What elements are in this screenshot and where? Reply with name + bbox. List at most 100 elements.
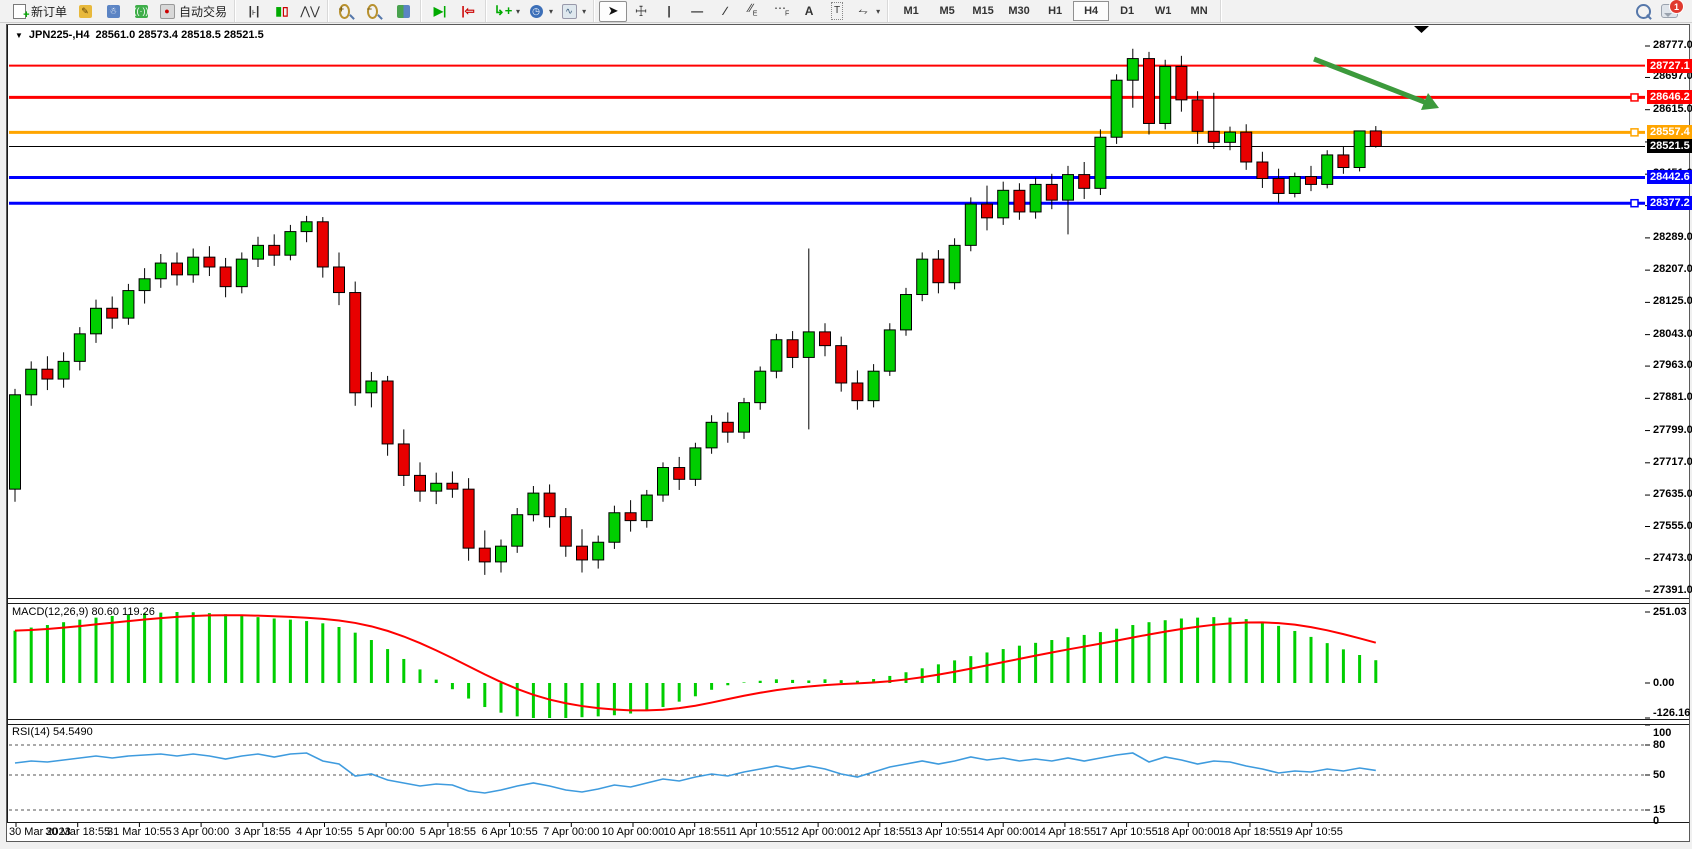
text-button[interactable]: A <box>795 1 823 22</box>
price-tick-label: 27799.0 <box>1653 423 1692 436</box>
toolbar-group-1: |˫| ▮▯ ⋀⋁ <box>237 0 329 22</box>
text-label-button[interactable]: T <box>823 1 851 22</box>
timeframe-m15-button[interactable]: M15 <box>972 5 994 17</box>
notifications-icon[interactable]: 1 <box>1661 0 1684 18</box>
search-icon[interactable] <box>1636 3 1651 19</box>
trendline-icon: ∕ <box>724 4 727 18</box>
rsi-axis-label: 100 <box>1653 727 1672 739</box>
zoom-in-button[interactable]: + <box>333 1 361 22</box>
annotations-layer <box>1313 26 1439 110</box>
periods-icon: ◷ <box>528 3 544 19</box>
chart-shift-icon: |⇦ <box>461 4 475 18</box>
price-tick-label: 27391.0 <box>1653 584 1692 596</box>
toolbar-group-4: ↳+ ▾ ◷ ▾ ∿ ▾ <box>488 0 595 22</box>
new-order-label: 新订单 <box>31 4 68 19</box>
metaeditor-button[interactable]: ✎ <box>71 1 99 22</box>
timeframe-h4-button[interactable]: H4 <box>1073 1 1110 21</box>
price-tick-label: 27555.0 <box>1653 519 1692 532</box>
price-tick-label: 27473.0 <box>1653 551 1692 564</box>
timeframe-m1-button[interactable]: M1 <box>903 5 919 17</box>
periods-button[interactable]: ◷ ▾ <box>524 1 557 22</box>
time-axis-label: 6 Apr 10:55 <box>481 826 538 838</box>
equidistant-channel-icon: ∕∕E <box>748 0 758 18</box>
chevron-down-icon: ▾ <box>549 6 554 16</box>
time-axis-label: 10 Apr 00:00 <box>601 826 665 838</box>
time-axis-label: 12 Apr 18:55 <box>848 826 911 838</box>
trendline-button[interactable]: ∕ <box>711 1 739 22</box>
timeframe-m5-button[interactable]: M5 <box>939 5 955 17</box>
timeframe-group: M1 M5 M15 M30 H1 H4 D1 W1 MN <box>890 0 1222 22</box>
axis-ticks-layer <box>15 45 1650 827</box>
price-tick-label: 27881.0 <box>1653 391 1692 404</box>
panel-separator-rsi[interactable] <box>7 719 1689 725</box>
price-tick-label: 27635.0 <box>1653 488 1692 501</box>
crosshair-button[interactable]: ☩ <box>627 1 655 22</box>
price-line-tag: 28727.1 <box>1647 58 1692 73</box>
time-axis-label: 3 Apr 18:55 <box>234 826 291 838</box>
timeframe-d1-button[interactable]: D1 <box>1120 5 1135 17</box>
price-tick-label: 28207.0 <box>1653 263 1692 276</box>
auto-scroll-button[interactable]: ▶| <box>426 1 454 22</box>
vertical-line-icon: | <box>667 4 671 18</box>
time-axis-label: 14 Apr 18:55 <box>1033 826 1097 838</box>
horizontal-line-button[interactable]: — <box>683 1 711 22</box>
macd-axis-min: -126.16 <box>1653 707 1691 719</box>
signals-icon: ((·)) <box>133 4 149 18</box>
time-axis-label: 5 Apr 18:55 <box>419 826 477 838</box>
chart-bars-button[interactable]: |˫| <box>240 1 268 22</box>
symbol-dropdown-icon[interactable]: ▼ <box>15 30 23 40</box>
time-axis-label: 30 Mar 2023 <box>9 826 71 838</box>
timeframe-m30-button[interactable]: M30 <box>1008 5 1030 17</box>
time-axis-line <box>7 822 1689 823</box>
macd-indicator-label: MACD(12,26,9) 80.60 119.26 <box>12 606 155 618</box>
toolbar-group-0: 新订单 ✎ ☃ ((·)) ● 自动交易 <box>4 0 236 23</box>
equidistant-channel-button[interactable]: ∕∕E <box>739 1 767 22</box>
down-triangle-marker <box>1414 26 1429 33</box>
vertical-line-button[interactable]: | <box>655 1 683 22</box>
chart-line-button[interactable]: ⋀⋁ <box>296 1 324 22</box>
timeframe-mn-button[interactable]: MN <box>1190 5 1208 17</box>
templates-button[interactable]: ∿ ▾ <box>557 1 590 22</box>
metaeditor-icon: ✎ <box>77 3 93 19</box>
indicators-button[interactable]: ↳+ ▾ <box>491 1 524 22</box>
chart-title-row: ▼ JPN225-,H4 28561.0 28573.4 28518.5 285… <box>15 29 264 41</box>
cursor-button[interactable]: ➤ <box>599 0 628 22</box>
price-tick-label: 28777.0 <box>1653 39 1692 51</box>
time-axis-label: 19 Apr 10:55 <box>1280 826 1343 838</box>
panel-separator-macd[interactable] <box>7 598 1689 604</box>
time-axis-label: 17 Apr 10:55 <box>1095 826 1158 838</box>
time-axis-label: 11 Apr 10:55 <box>725 826 788 838</box>
profile-button[interactable]: ☃ <box>99 1 127 22</box>
rsi-layer <box>9 744 1645 811</box>
auto-trading-icon: ● <box>159 3 175 19</box>
chart-symbol-period: JPN225-,H4 <box>28 29 90 41</box>
timeframe-h1-button[interactable]: H1 <box>1048 5 1063 17</box>
auto-trading-button[interactable]: ● 自动交易 <box>155 1 231 22</box>
toolbar-group-3: ▶| |⇦ <box>423 0 487 22</box>
new-order-button[interactable]: 新订单 <box>7 1 71 23</box>
chart-window[interactable]: ▼ JPN225-,H4 28561.0 28573.4 28518.5 285… <box>6 24 1692 842</box>
time-axis-label: 12 Apr 00:00 <box>786 826 850 838</box>
macd-signal-line <box>14 614 1377 712</box>
new-order-icon <box>11 3 30 23</box>
signals-button[interactable]: ((·)) <box>127 1 155 22</box>
chart-bars-icon: |˫| <box>248 4 260 18</box>
price-tick-label: 27963.0 <box>1653 359 1692 372</box>
timeframe-w1-button[interactable]: W1 <box>1154 5 1172 17</box>
arrows-button[interactable]: ⥊ ▾ <box>851 1 884 22</box>
cursor-icon: ➤ <box>607 3 619 18</box>
chart-line-icon: ⋀⋁ <box>300 4 320 18</box>
chart-shift-button[interactable]: |⇦ <box>454 1 482 22</box>
toolbar-group-2: + − <box>330 0 422 22</box>
fibonacci-button[interactable]: ⋯F <box>767 1 795 22</box>
tile-windows-button[interactable] <box>389 1 417 22</box>
price-tick-label: 28125.0 <box>1653 295 1692 308</box>
chart-candles-button[interactable]: ▮▯ <box>268 1 296 22</box>
candles-layer <box>9 48 1382 575</box>
notification-badge: 1 <box>1669 0 1684 14</box>
rsi-axis-label: 0 <box>1653 815 1660 827</box>
auto-scroll-icon: ▶| <box>433 4 447 18</box>
crosshair-icon: ☩ <box>634 3 648 19</box>
zoom-out-button[interactable]: − <box>361 1 389 22</box>
toolbar-group-5: ➤ ☩ | — ∕ ∕∕E ⋯F A T ⥊ ▾ <box>596 0 889 22</box>
